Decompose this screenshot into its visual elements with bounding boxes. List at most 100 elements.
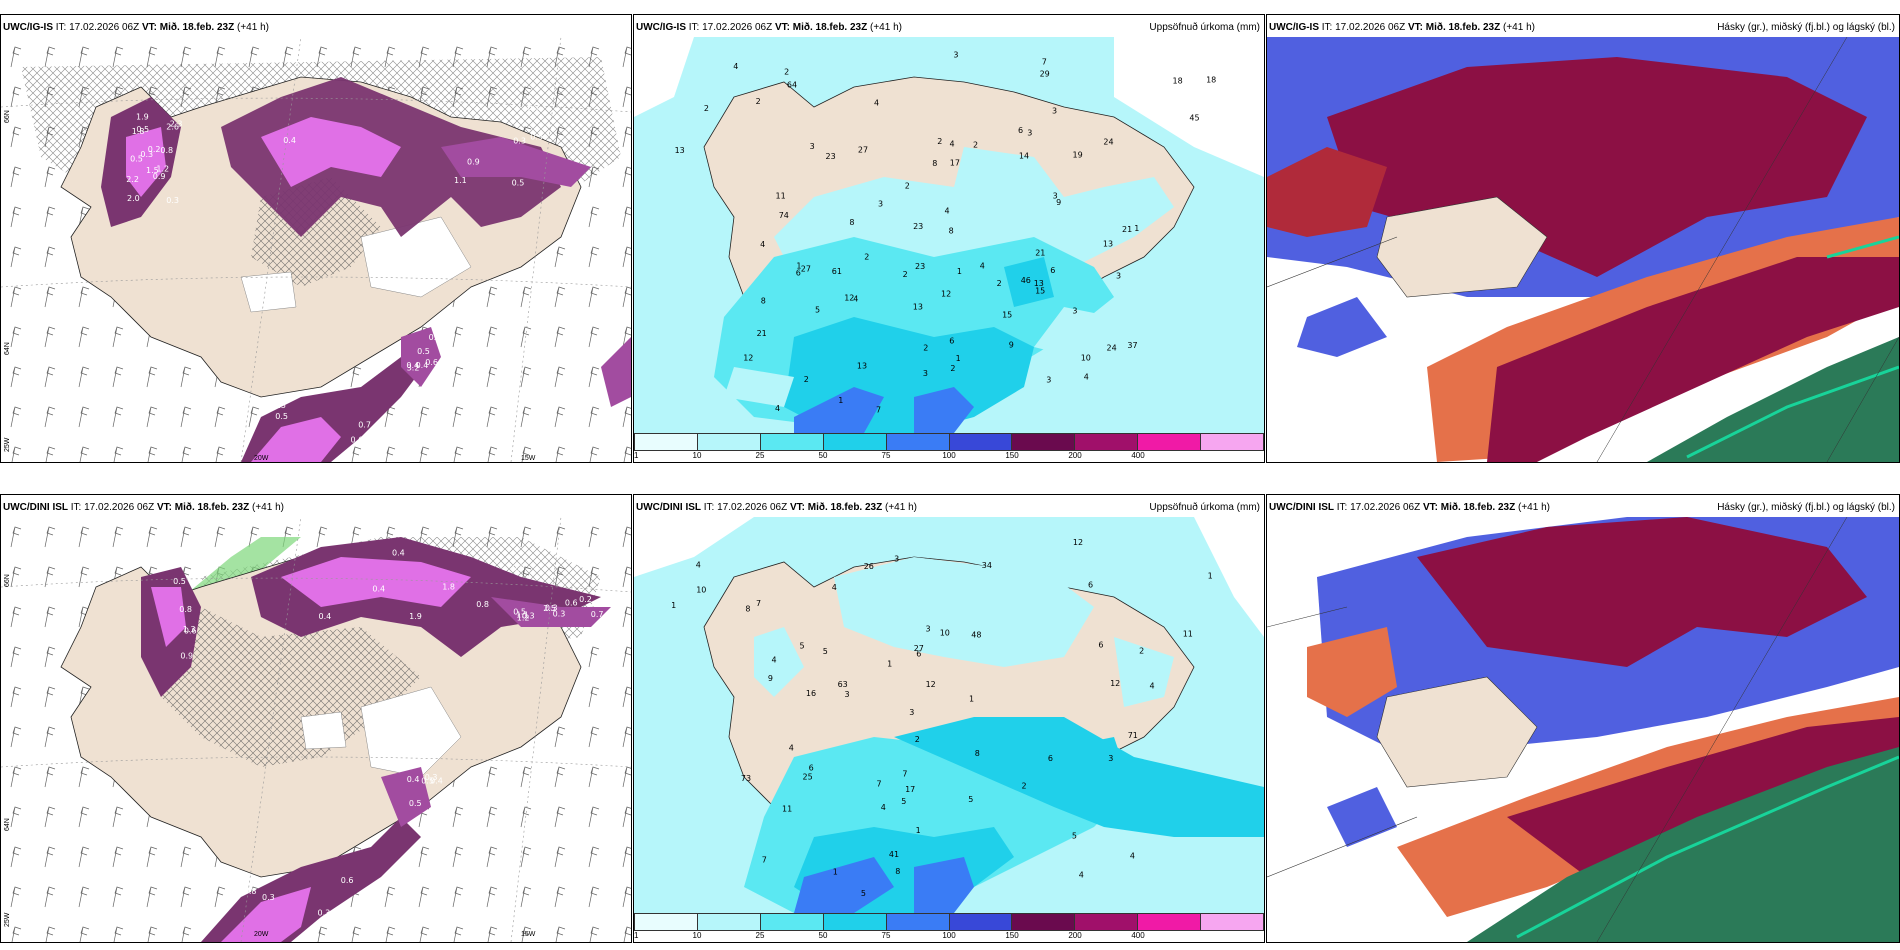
precip-value: 1 [838, 396, 843, 405]
precip-value: 2 [905, 182, 910, 191]
colorbar-cell [1138, 914, 1202, 930]
panel-header: UWC/IG-IS IT: 17.02.2026 06Z VT: Mið. 18… [636, 22, 902, 34]
precip-value: 3 [894, 555, 899, 564]
precip-value: 0.4 [399, 889, 412, 898]
model-name: UWC/IG-IS [636, 22, 686, 33]
precip-title: Uppsöfnuð úrkoma (mm) [1149, 502, 1260, 513]
precip-value: 12 [926, 680, 936, 689]
panel-header: UWC/IG-IS IT: 17.02.2026 06Z VT: Mið. 18… [1269, 22, 1535, 34]
it-label: IT: [688, 22, 700, 33]
precip-value: 0.4 [319, 612, 332, 621]
precip-value: 0.6 [565, 598, 578, 607]
precip-value: 6 [1088, 581, 1093, 590]
precip-value: 1.8 [442, 582, 455, 591]
precip-value: 2.5 [543, 604, 556, 613]
colorbar-label: 200 [1068, 451, 1082, 460]
colorbar-label: 10 [692, 451, 702, 460]
cloud-panel-row1: UWC/IG-IS IT: 17.02.2026 06Z VT: Mið. 18… [1266, 14, 1900, 463]
precip-value: 13 [857, 362, 867, 371]
precip-value: 0.5 [130, 155, 143, 164]
precip-value: 1 [1134, 224, 1139, 233]
precip-value: 45 [1189, 114, 1199, 123]
precip-value: 1.3 [183, 625, 196, 634]
precip-value: 0.5 [513, 608, 526, 617]
precip-value: 10 [1081, 354, 1091, 363]
lead-time: (+41 h) [870, 22, 902, 33]
panel-header: UWC/DINI ISL IT: 17.02.2026 06Z VT: Mið.… [3, 502, 284, 514]
precip-value: 0.5 [421, 776, 434, 785]
precip-value: 0.4 [283, 136, 296, 145]
precip-value: 4 [853, 294, 858, 303]
precip-value: 12 [941, 290, 951, 299]
precip-value: 0.5 [275, 412, 288, 421]
it-time: 17.02.2026 06Z [717, 502, 788, 513]
precip-value: 61 [832, 267, 842, 276]
precip-value: 27 [914, 644, 924, 653]
precip-value: 4 [874, 99, 879, 108]
colorbar-label: 50 [818, 451, 828, 460]
colorbar-label: 1 [634, 451, 639, 460]
colorbar-label: 100 [942, 451, 956, 460]
precip-value: 0.6 [184, 627, 197, 636]
precip-value: 0.7 [358, 421, 371, 430]
colorbar-cell [823, 434, 887, 450]
precip-value: 2 [997, 279, 1002, 288]
precip-value: 12 [1110, 679, 1120, 688]
lead-time: (+41 h) [885, 502, 917, 513]
precip-value: 0.7 [591, 610, 604, 619]
precip-value: 0.3 [545, 604, 558, 613]
precip-value: 0.4 [430, 777, 443, 786]
lon-label-25w: 25W [4, 437, 11, 452]
precip-value: 0.5 [173, 577, 186, 586]
precip-value: 24 [1107, 344, 1117, 353]
lat-label-64n: 64N [4, 818, 11, 831]
model-name: UWC/DINI ISL [3, 502, 68, 513]
colorbar-cell [635, 914, 698, 930]
precip-value: 10 [696, 586, 706, 595]
precip-value: 0.8 [476, 600, 489, 609]
colorbar-cell [1012, 434, 1076, 450]
precip-value: 3 [1108, 754, 1113, 763]
colorbar-label: 75 [881, 451, 891, 460]
lon-label-15w: 15W [521, 455, 536, 462]
precip-value: 2 [903, 270, 908, 279]
precip-value: 7 [877, 780, 882, 789]
precip-value: 34 [982, 561, 992, 570]
precip-value: 13 [913, 303, 923, 312]
lat-label-64n: 64N [4, 342, 11, 355]
precip-value: 63 [838, 680, 848, 689]
colorbar-cell [1075, 914, 1139, 930]
precip-value: 29 [1040, 69, 1050, 78]
precip-value: 26 [864, 562, 874, 571]
precip-value: 3 [878, 200, 883, 209]
precip-value: 21 [757, 329, 767, 338]
precip-value: 6 [1048, 754, 1053, 763]
precip-value: 1 [671, 601, 676, 610]
precip-value: 23 [915, 262, 925, 271]
precip-title: Uppsöfnuð úrkoma (mm) [1149, 22, 1260, 33]
precip-value: 0.3 [522, 612, 535, 621]
lat-label-66n: 66N [4, 110, 11, 123]
precip-value: 3 [810, 142, 815, 151]
precip-value: 18 [1206, 76, 1216, 85]
colorbar-cell [949, 914, 1013, 930]
model-name: UWC/DINI ISL [1269, 502, 1334, 513]
precip-value-labels: 0.12.61.52.00.52.21.93.20.91.20.4 0.50.60… [126, 103, 543, 445]
precip-value-labels: 1111671034484671110121212875834435523124… [671, 538, 1213, 898]
precip-value: 71 [1128, 731, 1138, 740]
precip-value: 1.5 [146, 166, 159, 175]
precip-value: 4 [775, 404, 780, 413]
precip-value: 8 [932, 159, 937, 168]
precip-value: 14 [1019, 151, 1029, 160]
precip-value: 8 [975, 749, 980, 758]
precip-value: 4 [733, 62, 738, 71]
precip-value: 5 [968, 795, 973, 804]
it-time: 17.02.2026 06Z [1350, 502, 1421, 513]
colorbar-cell [823, 914, 887, 930]
model-name: UWC/IG-IS [1269, 22, 1319, 33]
precip-value: 1.2 [156, 164, 169, 173]
colorbar-label: 50 [818, 931, 828, 940]
precip-value: 6 [1098, 640, 1103, 649]
precip-value: 0.9 [153, 172, 166, 181]
colorbar-cell [697, 434, 761, 450]
